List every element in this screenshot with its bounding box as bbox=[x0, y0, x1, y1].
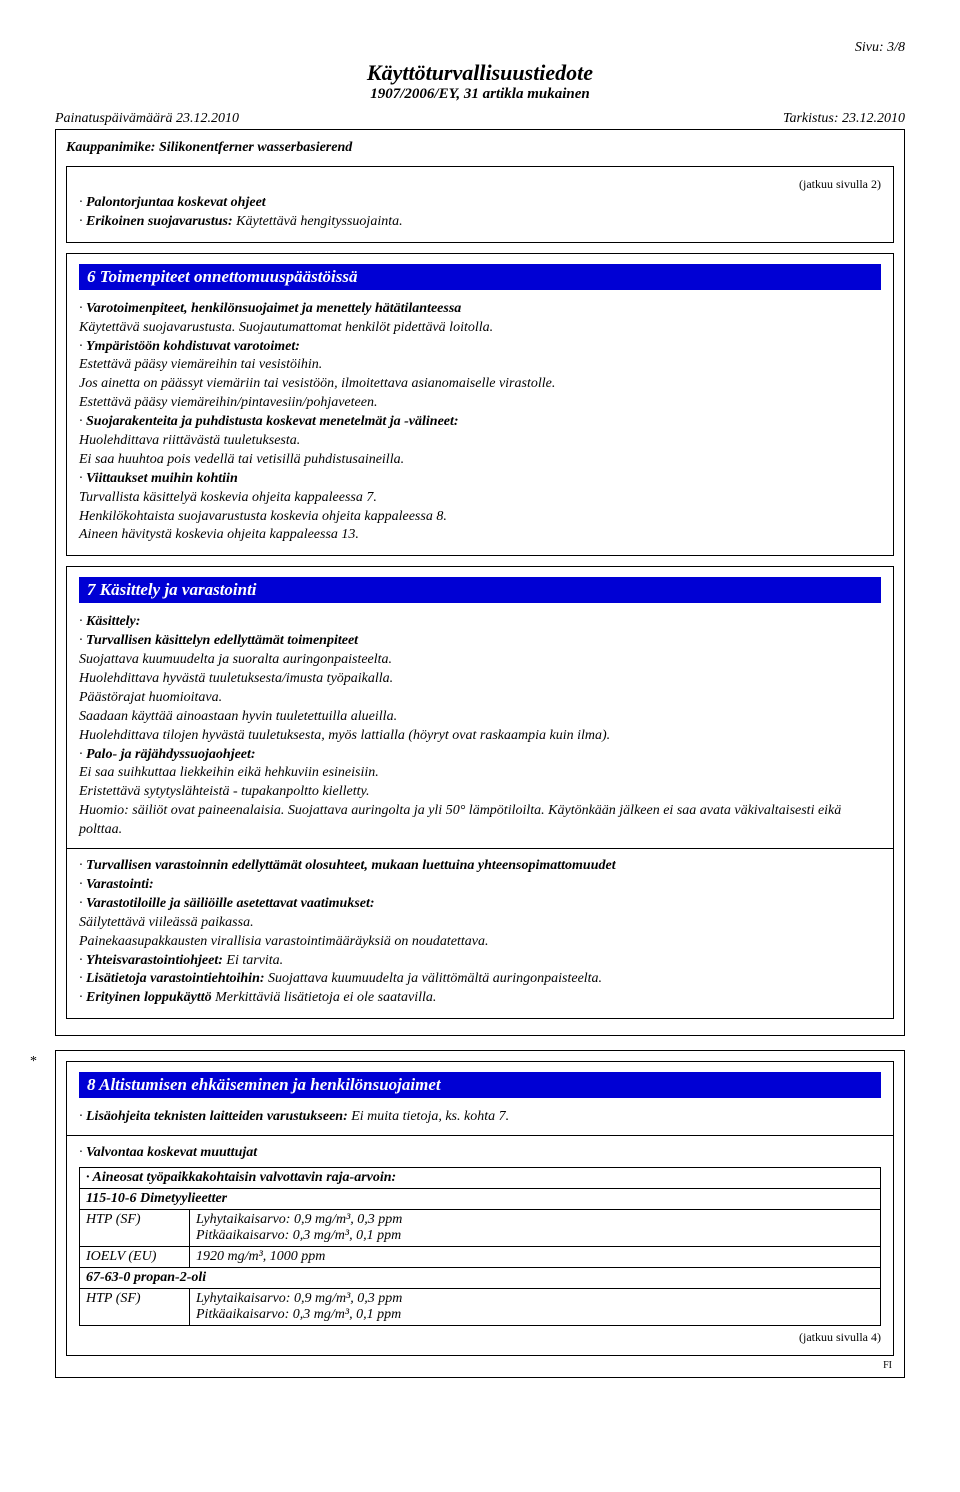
section7-header: 7 Käsittely ja varastointi bbox=[79, 577, 881, 603]
document-subtitle: 1907/2006/EY, 31 artikla mukainen bbox=[55, 86, 905, 103]
page-frame-top: Kauppanimike: Silikonentferner wasserbas… bbox=[55, 129, 905, 1036]
sec7-safe-text2: Huolehdittava hyvästä tuuletuksesta/imus… bbox=[79, 670, 881, 689]
sec6-ref-text1: Turvallista käsittelyä koskevia ohjeita … bbox=[79, 489, 881, 508]
document-title: Käyttöturvallisuustiedote bbox=[55, 60, 905, 86]
limit-value: Lyhytaikaisarvo: 0,9 mg/m³, 0,3 ppm bbox=[196, 1212, 874, 1228]
limit-type: HTP (SF) bbox=[80, 1289, 190, 1325]
limit-type: IOELV (EU) bbox=[80, 1247, 190, 1267]
limit-value: Pitkäaikaisarvo: 0,3 mg/m³, 0,1 ppm bbox=[196, 1307, 874, 1323]
sec7-fire-label: Palo- ja räjähdyssuojaohjeet: bbox=[86, 747, 256, 762]
sec7-store-req-text1: Säilytettävä viileässä paikassa. bbox=[79, 914, 881, 933]
sec7-joint-text: Ei tarvita. bbox=[223, 953, 283, 968]
sec6-ref-label: Viittaukset muihin kohtiin bbox=[86, 471, 238, 486]
sec7-store-req-text2: Painekaasupakkausten virallisia varastoi… bbox=[79, 933, 881, 952]
sec6-clean-label: Suojarakenteita ja puhdistusta koskevat … bbox=[86, 414, 459, 429]
continued-from-label: (jatkuu sivulla 2) bbox=[79, 177, 881, 192]
limit-value: 1920 mg/m³, 1000 ppm bbox=[190, 1247, 880, 1267]
sec7-further-text: Suojattava kuumuudelta ja välittömältä a… bbox=[265, 971, 603, 986]
sec7-safe-text5: Huolehdittava tilojen hyvästä tuuletukse… bbox=[79, 727, 881, 746]
table-header: · Aineosat työpaikkakohtaisin valvottavi… bbox=[80, 1168, 880, 1189]
sec7-store-req-label: Varastotiloille ja säiliöille asetettava… bbox=[86, 896, 375, 911]
sec7-enduse-label: Erityinen loppukäyttö bbox=[86, 990, 212, 1005]
special-equipment-text: Käytettävä hengityssuojainta. bbox=[233, 214, 403, 229]
continued-to-label: (jatkuu sivulla 4) bbox=[79, 1330, 881, 1345]
sec7-storage-label: Varastointi: bbox=[86, 877, 154, 892]
special-equipment-label: Erikoinen suojavarustus: bbox=[86, 214, 233, 229]
table-row: HTP (SF) Lyhytaikaisarvo: 0,9 mg/m³, 0,3… bbox=[80, 1210, 880, 1246]
page-frame-bottom: * 8 Altistumisen ehkäiseminen ja henkilö… bbox=[55, 1050, 905, 1378]
substance2-name: 67-63-0 propan-2-oli bbox=[80, 1267, 880, 1289]
country-code: FI bbox=[66, 1360, 894, 1371]
section8-box: 8 Altistumisen ehkäiseminen ja henkilöns… bbox=[66, 1061, 894, 1356]
section5-box: (jatkuu sivulla 2) Palontorjuntaa koskev… bbox=[66, 166, 894, 243]
limit-type: HTP (SF) bbox=[80, 1210, 190, 1246]
sec8-tech-label: Lisäohjeita teknisten laitteiden varustu… bbox=[86, 1109, 348, 1124]
revision-star-icon: * bbox=[30, 1054, 37, 1070]
sec6-env-text2: Jos ainetta on päässyt viemäriin tai ves… bbox=[79, 375, 881, 394]
fire-fighting-heading: Palontorjuntaa koskevat ohjeet bbox=[86, 195, 266, 210]
sec7-handling-label: Käsittely: bbox=[86, 614, 140, 629]
sec6-ref-text3: Aineen hävitystä koskevia ohjeita kappal… bbox=[79, 526, 881, 545]
exposure-limits-table: · Aineosat työpaikkakohtaisin valvottavi… bbox=[79, 1167, 881, 1326]
sec7-safe-text3: Päästörajat huomioitava. bbox=[79, 689, 881, 708]
sec7-safe-text1: Suojattava kuumuudelta ja suoralta aurin… bbox=[79, 651, 881, 670]
sec6-clean-text2: Ei saa huuhtoa pois vedellä tai vetisill… bbox=[79, 451, 881, 470]
section8-header: 8 Altistumisen ehkäiseminen ja henkilöns… bbox=[79, 1072, 881, 1098]
sec6-env-label: Ympäristöön kohdistuvat varotoimet: bbox=[86, 339, 300, 354]
sec6-ref-text2: Henkilökohtaista suojavarustusta koskevi… bbox=[79, 508, 881, 527]
print-date: Painatuspäivämäärä 23.12.2010 bbox=[55, 111, 239, 127]
sec6-precautions-label: Varotoimenpiteet, henkilönsuojaimet ja m… bbox=[86, 301, 461, 316]
trade-name: Kauppanimike: Silikonentferner wasserbas… bbox=[66, 140, 894, 156]
sec6-env-text3: Estettävä pääsy viemäreihin/pintavesiin/… bbox=[79, 394, 881, 413]
table-row: IOELV (EU) 1920 mg/m³, 1000 ppm bbox=[80, 1246, 880, 1267]
section6-box: 6 Toimenpiteet onnettomuuspäästöissä Var… bbox=[66, 253, 894, 557]
section7-box: 7 Käsittely ja varastointi Käsittely: Tu… bbox=[66, 566, 894, 1019]
sec7-fire-text2: Eristettävä sytytyslähteistä - tupakanpo… bbox=[79, 783, 881, 802]
limit-value: Pitkäaikaisarvo: 0,3 mg/m³, 0,1 ppm bbox=[196, 1228, 874, 1244]
substance1-name: 115-10-6 Dimetyylieetter bbox=[80, 1189, 880, 1210]
sec7-fire-text3: Huomio: säiliöt ovat paineenalaisia. Suo… bbox=[79, 802, 881, 840]
revision-date: Tarkistus: 23.12.2010 bbox=[783, 111, 905, 127]
sec7-safe-text4: Saadaan käyttää ainoastaan hyvin tuulete… bbox=[79, 708, 881, 727]
sec7-enduse-text: Merkittäviä lisätietoja ei ole saatavill… bbox=[212, 990, 437, 1005]
table-row: HTP (SF) Lyhytaikaisarvo: 0,9 mg/m³, 0,3… bbox=[80, 1289, 880, 1325]
sec7-fire-text1: Ei saa suihkuttaa liekkeihin eikä hehkuv… bbox=[79, 764, 881, 783]
sec6-env-text1: Estettävä pääsy viemäreihin tai vesistöi… bbox=[79, 356, 881, 375]
limit-value: Lyhytaikaisarvo: 0,9 mg/m³, 0,3 ppm bbox=[196, 1291, 874, 1307]
sec7-storage-cond-label: Turvallisen varastoinnin edellyttämät ol… bbox=[86, 858, 616, 873]
sec7-safe-label: Turvallisen käsittelyn edellyttämät toim… bbox=[86, 633, 358, 648]
section6-header: 6 Toimenpiteet onnettomuuspäästöissä bbox=[79, 264, 881, 290]
sec7-further-label: Lisätietoja varastointiehtoihin: bbox=[86, 971, 265, 986]
sec7-joint-label: Yhteisvarastointiohjeet: bbox=[86, 953, 223, 968]
sec6-clean-text1: Huolehdittava riittävästä tuuletuksesta. bbox=[79, 432, 881, 451]
sec8-monitor-label: Valvontaa koskevat muuttujat bbox=[86, 1145, 257, 1160]
sec6-precautions-text1: Käytettävä suojavarustusta. Suojautumatt… bbox=[79, 319, 881, 338]
sec8-tech-text: Ei muita tietoja, ks. kohta 7. bbox=[348, 1109, 509, 1124]
page-number: Sivu: 3/8 bbox=[55, 40, 905, 56]
